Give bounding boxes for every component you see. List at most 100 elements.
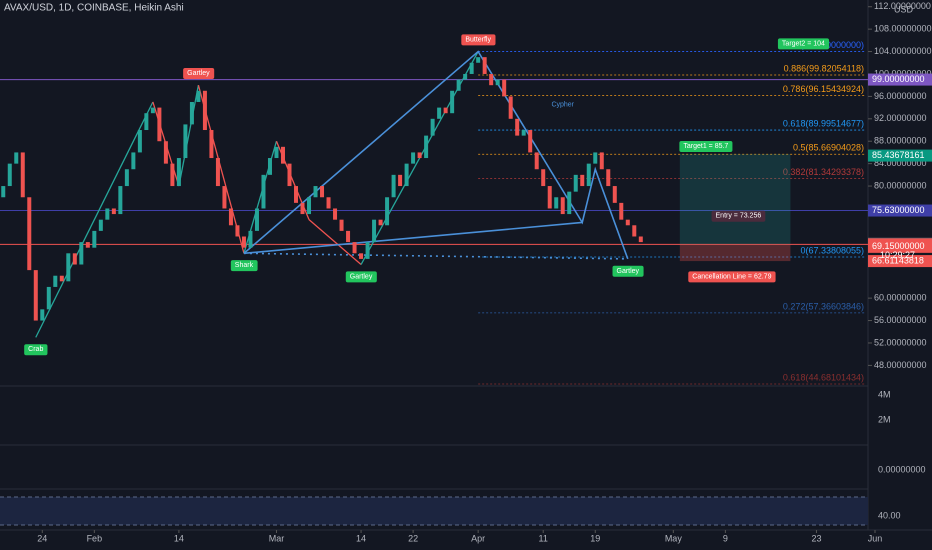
candle [417, 152, 422, 159]
y-tick-label: 48.00000000 [874, 360, 927, 370]
target-label-box [711, 210, 766, 222]
candle [7, 163, 12, 187]
candle [515, 118, 520, 136]
pattern-label-box [612, 265, 644, 277]
candle [287, 163, 292, 187]
candle [1, 186, 6, 198]
pattern-label: Gartley [617, 268, 640, 275]
price-label-box [868, 204, 932, 217]
y-tick-label: 112.00000000 [874, 1, 931, 11]
candle [580, 174, 585, 187]
candle [248, 230, 253, 248]
candle [632, 225, 637, 237]
y-tick-label: 100.00000000 [874, 68, 932, 78]
candle [489, 73, 494, 86]
candle [33, 270, 38, 321]
y-tick-label: 52.00000000 [874, 337, 927, 347]
x-tick-label: 14 [356, 533, 366, 543]
candle [528, 130, 533, 153]
price-label: 75.63000000 [872, 205, 925, 215]
pattern-label-box [345, 271, 377, 283]
candle [14, 152, 19, 164]
candle [359, 253, 364, 259]
candle [189, 101, 194, 125]
y-tick-label: 92.00000000 [874, 113, 927, 123]
candle [430, 118, 435, 136]
x-tick-label: 19 [590, 533, 600, 543]
candle [294, 186, 299, 203]
candle [40, 309, 45, 321]
candle [333, 208, 338, 220]
price-label-box [868, 73, 932, 86]
candle [339, 219, 344, 231]
x-tick-label: May [665, 533, 683, 543]
candle [111, 208, 116, 215]
x-tick-label: Feb [87, 533, 103, 543]
countdown: 10:29:27 [880, 250, 915, 260]
candle [280, 146, 285, 164]
target-label-box [688, 271, 776, 283]
candle [66, 253, 71, 282]
candle [300, 202, 305, 215]
pattern-label: Butterfly [465, 36, 491, 43]
candle [450, 90, 455, 114]
candle [599, 152, 604, 170]
candle [183, 124, 188, 159]
price-label-box [868, 240, 932, 253]
candle [443, 107, 448, 114]
candle [463, 73, 468, 80]
candle [404, 163, 409, 187]
pattern-label-box [461, 34, 496, 46]
candle [59, 275, 64, 282]
candle [593, 152, 598, 164]
candle [170, 163, 175, 187]
candle [150, 107, 155, 114]
y-tick-label: 56.00000000 [874, 315, 927, 325]
x-tick-label: 23 [811, 533, 821, 543]
candle [385, 197, 390, 226]
fib-label: 0.618(44.68101434) [783, 372, 864, 382]
candle [118, 186, 123, 215]
x-tick-label: 22 [408, 533, 418, 543]
candle [209, 130, 214, 159]
candle [619, 202, 624, 220]
dotted-trend [243, 252, 628, 260]
candle [391, 174, 396, 198]
candle [202, 90, 207, 131]
price-label-box [868, 149, 932, 162]
fib-label: 0.5(85.66904028) [793, 143, 864, 153]
fib-label: 0.382(81.34293378) [783, 167, 864, 177]
target-label: Cancellation Line = 62.79 [692, 273, 771, 280]
candle [554, 197, 559, 209]
candle [424, 135, 429, 159]
pattern-label: Crab [28, 346, 43, 353]
target-label: Target1 = 85.7 [683, 143, 728, 150]
fib-label: 0.786(96.15434924) [783, 84, 864, 94]
candle [313, 186, 318, 198]
y-tick-label: 108.00000000 [874, 24, 932, 34]
x-tick-label: Jun [868, 533, 883, 543]
y-tick-label: 96.00000000 [874, 91, 927, 101]
candle [365, 242, 370, 259]
candle [124, 169, 129, 187]
candle [215, 158, 220, 187]
candle [274, 146, 279, 159]
candle [235, 225, 240, 237]
target-label-box [679, 140, 733, 152]
candle [85, 242, 90, 248]
candle [573, 174, 578, 192]
y-tick-label: 88.00000000 [874, 136, 927, 146]
zigzag-leg [308, 219, 362, 266]
candle [541, 169, 546, 187]
candle [307, 197, 312, 215]
pattern-label: Gartley [187, 70, 210, 77]
candle [72, 253, 77, 265]
fib-label: 0.886(99.82054118) [784, 63, 864, 73]
candle [476, 57, 481, 63]
candle [521, 130, 526, 136]
pane-axis-label: 4M [878, 389, 891, 399]
candle [157, 107, 162, 142]
candle [241, 236, 246, 248]
currency: USD [894, 4, 914, 14]
